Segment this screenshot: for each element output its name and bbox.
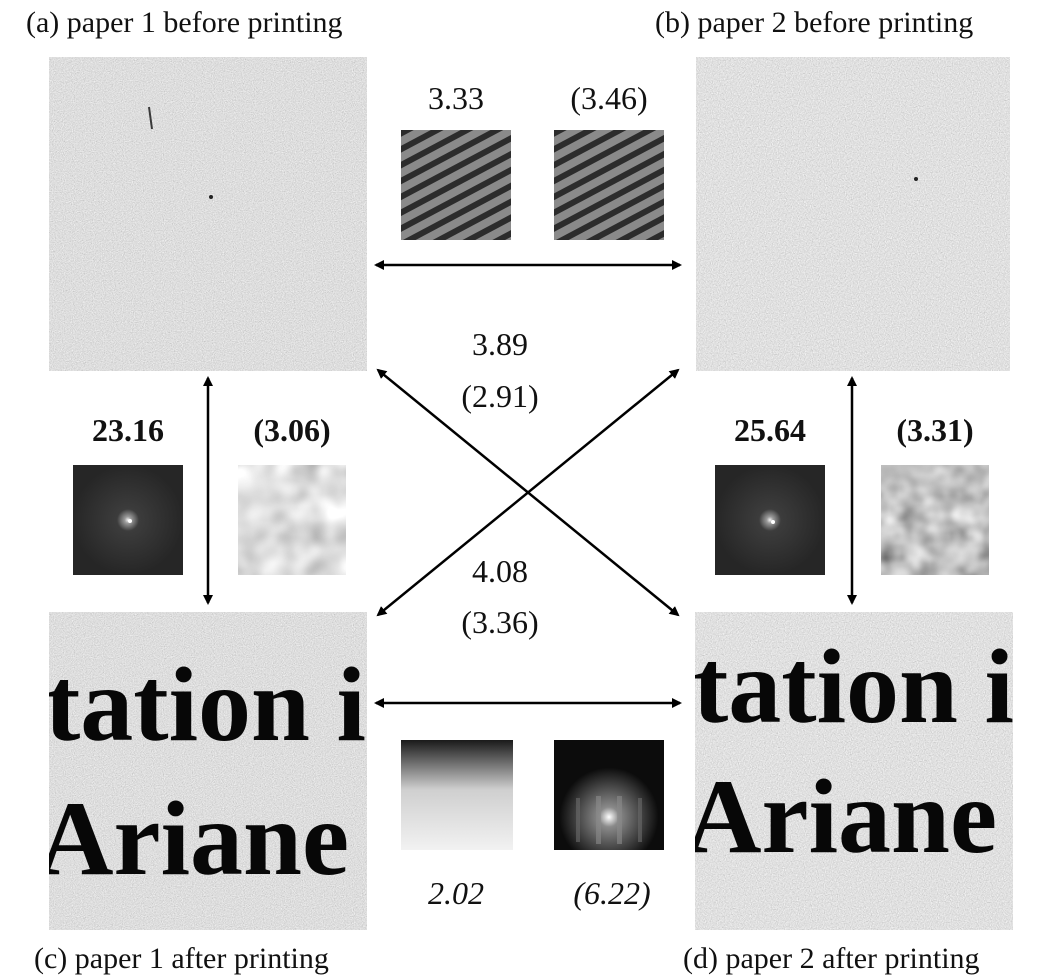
printed-line-1: tation is (49, 646, 367, 763)
score-bottom-left: 2.02 (428, 875, 484, 911)
score-diag-2-alt: (3.36) (461, 604, 539, 640)
arrow-diag-up (376, 368, 680, 617)
thumb-blur-left (238, 465, 346, 575)
printed-line-2: Ariane 5 (695, 758, 1013, 875)
printed-line-2: Ariane 5 (49, 780, 367, 897)
score-top-right: (3.46) (570, 80, 648, 116)
score-right-left: 25.64 (734, 412, 806, 448)
speck-mark (209, 195, 213, 199)
caption-d: (d) paper 2 after printing (683, 942, 980, 975)
score-left-right: (3.06) (253, 412, 331, 448)
paper-texture (49, 57, 367, 371)
panel-paper1-before (49, 57, 367, 371)
thumb-gradient-bottom (401, 740, 513, 850)
score-top-left: 3.33 (428, 80, 484, 116)
caption-b: (b) paper 2 before printing (655, 6, 974, 39)
score-diag-2: 4.08 (472, 553, 528, 589)
thumb-stripes-1 (401, 130, 511, 240)
panel-paper1-after: tation is Ariane 5 (49, 612, 367, 930)
printed-paper: tation is Ariane 5 (695, 612, 1013, 930)
printed-line-1: tation is (695, 628, 1013, 745)
score-diag-1-alt: (2.91) (461, 378, 539, 414)
score-left-left: 23.16 (92, 412, 164, 448)
panel-paper2-before (696, 57, 1010, 371)
score-diag-1: 3.89 (472, 326, 528, 362)
thumb-fringe-bottom (554, 740, 664, 850)
printed-paper: tation is Ariane 5 (49, 612, 367, 930)
caption-a: (a) paper 1 before printing (26, 6, 343, 39)
panel-paper2-after: tation is Ariane 5 (695, 612, 1013, 930)
speck-mark (914, 177, 918, 181)
score-bottom-right: (6.22) (573, 875, 651, 911)
score-right-right: (3.31) (896, 412, 974, 448)
thumb-peak-left (73, 465, 183, 575)
fiber-mark (148, 106, 153, 130)
paper-texture (696, 57, 1010, 371)
thumb-stripes-2 (554, 130, 664, 240)
thumb-peak-right (715, 465, 825, 575)
caption-c: (c) paper 1 after printing (34, 942, 329, 975)
thumb-blur-right (881, 465, 989, 575)
